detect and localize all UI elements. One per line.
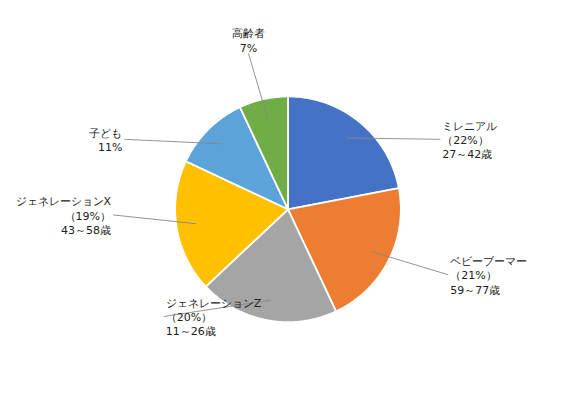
svg-text:ミレニアル（22%）27～42歳: ミレニアル（22%）27～42歳 [442,120,497,162]
svg-text:子ども11%: 子ども11% [89,127,122,154]
svg-text:ジェネレーションZ（20%）11～26歳: ジェネレーションZ（20%）11～26歳 [166,297,262,339]
svg-text:ジェネレーションX（19%）43～58歳: ジェネレーションX（19%）43～58歳 [16,195,112,237]
svg-text:ベビーブーマー（21%）59～77歳: ベビーブーマー（21%）59～77歳 [450,255,527,297]
svg-text:高齢者7%: 高齢者7% [232,27,265,54]
